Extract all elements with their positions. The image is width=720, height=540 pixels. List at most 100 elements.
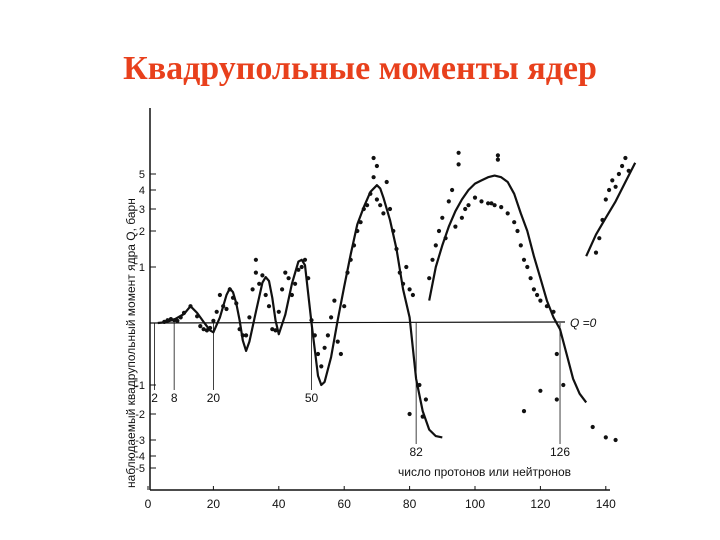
x-tick-label: 100 <box>465 497 485 511</box>
data-point <box>620 163 625 169</box>
data-point <box>404 264 409 270</box>
data-point <box>273 328 278 333</box>
data-point <box>286 276 291 281</box>
data-point <box>335 339 340 344</box>
data-point <box>456 162 461 167</box>
x-tick-label: 0 <box>145 497 152 511</box>
data-point <box>407 287 412 292</box>
fit-curve <box>157 184 443 439</box>
data-point <box>499 205 504 210</box>
data-point <box>204 328 209 333</box>
data-point <box>374 163 379 169</box>
data-point <box>450 187 455 193</box>
data-point <box>518 243 523 248</box>
data-point <box>345 270 350 275</box>
data-point <box>348 257 353 262</box>
y-tick-label: 5 <box>139 169 145 181</box>
data-point <box>554 397 559 402</box>
x-tick-label: 60 <box>338 497 352 511</box>
fit-curve <box>428 174 588 404</box>
data-point <box>410 292 415 298</box>
data-point <box>289 292 294 298</box>
zero-line-label: Q =0 <box>570 316 597 330</box>
data-point <box>374 197 379 202</box>
data-point <box>394 246 399 252</box>
data-point <box>597 236 602 241</box>
data-point <box>531 287 537 292</box>
y-tick-label: -4 <box>135 451 145 463</box>
data-point <box>325 333 330 338</box>
data-point <box>195 314 200 319</box>
data-point <box>446 199 451 204</box>
x-ticks: 0 20 40 60 80 100 120 140 <box>145 486 616 511</box>
y-tick-label: -5 <box>135 463 145 475</box>
data-point <box>332 298 337 303</box>
data-point <box>198 324 203 329</box>
data-point <box>266 304 272 309</box>
data-point <box>603 435 608 440</box>
data-point <box>440 215 445 220</box>
data-point <box>489 201 494 206</box>
data-point <box>260 273 265 278</box>
y-tick-label: 3 <box>139 204 145 216</box>
data-point <box>181 310 187 315</box>
data-point <box>607 187 612 193</box>
data-point <box>616 171 622 177</box>
data-point <box>456 150 461 155</box>
data-point <box>401 281 406 286</box>
y-tick-label: -1 <box>135 380 145 392</box>
data-point <box>253 270 258 275</box>
data-point <box>544 304 550 309</box>
data-point <box>342 304 347 309</box>
data-point <box>407 411 412 417</box>
data-point <box>355 228 360 234</box>
data-point <box>319 364 324 369</box>
data-point <box>240 333 245 338</box>
data-point <box>237 327 242 332</box>
data-point <box>358 220 363 225</box>
data-point <box>217 292 222 298</box>
data-point <box>168 317 173 322</box>
data-point <box>234 301 239 306</box>
data-point <box>387 206 393 212</box>
data-point <box>178 315 183 320</box>
data-point <box>623 155 628 161</box>
data-point <box>211 318 216 323</box>
data-point <box>436 228 442 234</box>
data-point <box>306 276 311 281</box>
data-point <box>378 203 383 208</box>
data-point <box>299 264 304 270</box>
data-point <box>443 236 448 241</box>
data-point <box>486 201 491 206</box>
data-point <box>221 304 226 309</box>
data-point <box>472 195 478 200</box>
data-point <box>420 414 425 419</box>
x-tick-label: 40 <box>272 497 286 511</box>
data-point <box>495 157 500 162</box>
data-point <box>515 228 520 234</box>
data-point <box>521 409 527 414</box>
data-point <box>466 203 471 208</box>
data-point <box>175 318 180 323</box>
data-point <box>283 270 288 275</box>
data-point <box>371 155 376 161</box>
data-point <box>554 351 559 357</box>
data-point <box>322 345 327 350</box>
data-point <box>593 250 599 255</box>
data-point <box>188 304 193 309</box>
data-point <box>610 178 615 183</box>
data-points <box>162 150 631 443</box>
data-point <box>479 199 484 204</box>
data-point <box>351 243 357 248</box>
data-point <box>165 318 170 323</box>
y-tick-label: -3 <box>135 435 145 447</box>
fit-curve <box>585 162 637 257</box>
data-point <box>302 257 308 262</box>
data-point <box>459 215 464 220</box>
data-point <box>338 351 343 357</box>
data-point <box>250 287 255 292</box>
data-point <box>600 217 605 223</box>
y-axis-label: наблюдаемый квадрупольный момент ядра Q,… <box>124 198 138 488</box>
data-point <box>227 287 232 292</box>
magic-number-label: 2 <box>151 391 158 405</box>
